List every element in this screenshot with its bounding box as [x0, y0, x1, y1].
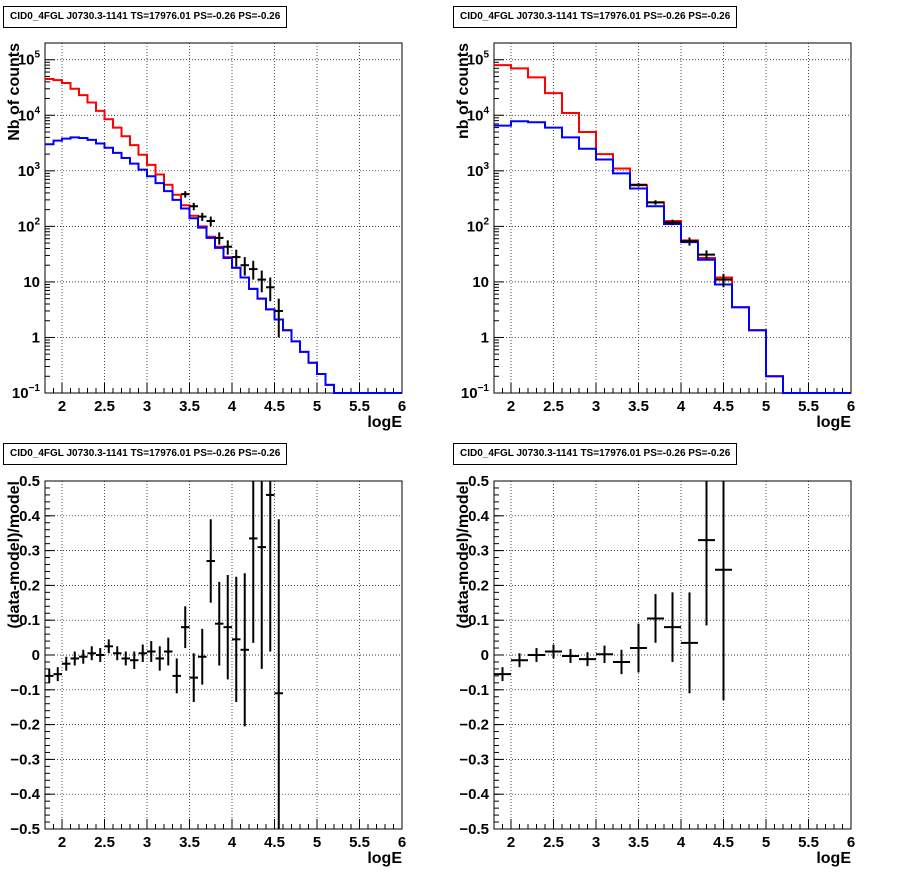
x-tick-label: 2.5	[94, 398, 115, 415]
x-tick-label: 2	[58, 398, 66, 415]
y-tick-label: 0.5	[19, 473, 40, 490]
y-tick-label: 0.2	[19, 577, 40, 594]
histogram-series	[45, 136, 402, 394]
y-tick-label: −0.2	[459, 717, 489, 734]
y-tick-label: 10−1	[461, 383, 490, 402]
y-tick-label: 0.1	[468, 612, 489, 629]
x-tick-label: 4	[677, 834, 686, 851]
y-tick-label: 103	[18, 161, 41, 180]
x-tick-label: 3.5	[628, 834, 649, 851]
x-axis-label: logE	[816, 414, 851, 431]
x-axis-label: logE	[816, 850, 851, 867]
x-tick-label: 4	[228, 398, 237, 415]
y-tick-label: 0.4	[19, 508, 41, 525]
plot-title: CID0_4FGL J0730.3-1141 TS=17976.01 PS=-0…	[453, 443, 738, 465]
x-tick-label: 2.5	[543, 834, 564, 851]
y-tick-label: 0.2	[468, 577, 489, 594]
x-tick-label: 5	[313, 834, 321, 851]
y-tick-label: 104	[18, 105, 41, 124]
x-tick-label: 2.5	[94, 834, 115, 851]
x-tick-label: 6	[398, 834, 406, 851]
y-tick-label: 105	[467, 50, 490, 69]
y-tick-label: 0	[32, 647, 40, 664]
x-tick-label: 5.5	[798, 398, 819, 415]
plot-title: CID0_4FGL J0730.3-1141 TS=17976.01 PS=-0…	[3, 443, 288, 465]
y-tick-label: −0.1	[459, 682, 489, 699]
x-tick-label: 3	[592, 834, 600, 851]
y-tick-label: −0.4	[10, 786, 40, 803]
x-tick-label: 5.5	[798, 834, 819, 851]
x-tick-label: 3	[592, 398, 600, 415]
plot-frame	[44, 42, 403, 394]
x-tick-label: 5.5	[349, 834, 370, 851]
y-tick-label: −0.5	[10, 821, 40, 838]
x-tick-label: 2	[58, 834, 66, 851]
y-tick-label: −0.3	[10, 751, 40, 768]
plot-title: CID0_4FGL J0730.3-1141 TS=17976.01 PS=-0…	[453, 6, 738, 28]
y-tick-label: −0.4	[459, 786, 489, 803]
plot-title: CID0_4FGL J0730.3-1141 TS=17976.01 PS=-0…	[3, 6, 288, 28]
y-tick-label: 0.5	[468, 473, 489, 490]
y-tick-label: 103	[467, 161, 490, 180]
x-tick-label: 6	[398, 398, 406, 415]
y-tick-label: 1	[32, 329, 40, 346]
x-tick-label: 3	[143, 398, 151, 415]
histogram-series	[494, 120, 851, 394]
y-tick-label: 0	[481, 647, 489, 664]
y-axis-label: Nb of counts	[6, 43, 23, 141]
plot-frame	[493, 42, 852, 394]
y-tick-label: 10	[472, 274, 489, 291]
x-tick-label: 4	[228, 834, 237, 851]
x-tick-label: 4.5	[264, 834, 285, 851]
y-tick-label: 104	[467, 105, 490, 124]
y-tick-label: 102	[18, 216, 41, 235]
y-tick-label: 105	[18, 50, 41, 69]
y-tick-label: 0.1	[19, 612, 40, 629]
x-tick-label: 5	[313, 398, 321, 415]
x-tick-label: 2.5	[543, 398, 564, 415]
y-tick-label: 10−1	[12, 383, 41, 402]
x-tick-label: 6	[847, 398, 855, 415]
x-tick-label: 5.5	[349, 398, 370, 415]
y-tick-label: −0.2	[10, 717, 40, 734]
y-tick-label: −0.3	[459, 751, 489, 768]
y-tick-label: 102	[467, 216, 490, 235]
x-tick-label: 3.5	[179, 398, 200, 415]
y-axis-label: (data-model)/model	[6, 481, 23, 629]
y-tick-label: −0.1	[10, 682, 40, 699]
x-tick-label: 3.5	[179, 834, 200, 851]
x-tick-label: 2	[507, 834, 515, 851]
x-tick-label: 4.5	[264, 398, 285, 415]
y-tick-label: −0.5	[459, 821, 489, 838]
y-tick-label: 1	[481, 329, 489, 346]
x-tick-label: 5	[762, 398, 770, 415]
x-tick-label: 6	[847, 834, 855, 851]
x-tick-label: 4	[677, 398, 686, 415]
y-tick-label: 0.3	[468, 543, 489, 560]
y-tick-label: 0.3	[19, 543, 40, 560]
x-tick-label: 3.5	[628, 398, 649, 415]
y-axis-label: (data-model)/model	[455, 481, 472, 629]
x-axis-label: logE	[367, 850, 402, 867]
x-tick-label: 3	[143, 834, 151, 851]
x-axis-label: logE	[367, 414, 402, 431]
x-tick-label: 2	[507, 398, 515, 415]
y-tick-label: 10	[23, 274, 40, 291]
y-axis-label: nb of counts	[455, 43, 472, 139]
x-tick-label: 4.5	[713, 398, 734, 415]
x-tick-label: 5	[762, 834, 770, 851]
y-tick-label: 0.4	[468, 508, 490, 525]
x-tick-label: 4.5	[713, 834, 734, 851]
